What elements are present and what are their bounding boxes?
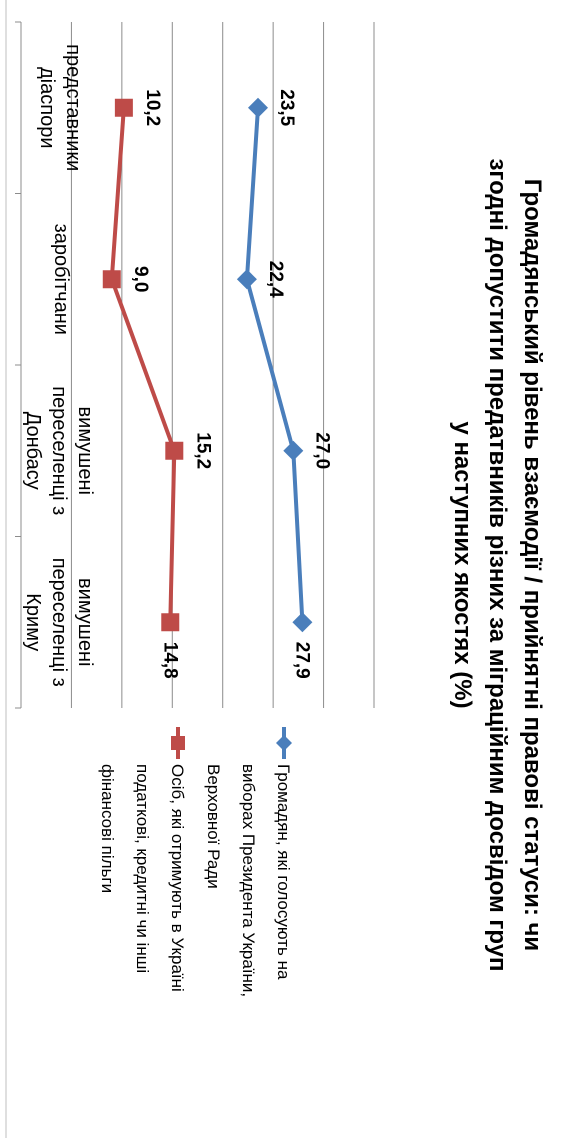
data-label: 10,2 bbox=[142, 89, 163, 126]
series-line bbox=[109, 107, 177, 623]
category-label: представники bbox=[62, 44, 84, 171]
category-label: заробітчани bbox=[50, 224, 72, 335]
category-label: Криму bbox=[22, 593, 44, 651]
data-point-marker bbox=[165, 441, 184, 460]
data-label: 9,0 bbox=[130, 266, 151, 292]
rotated-chart: Громадянський рівень взаємодії / прийнят… bbox=[15, 21, 546, 997]
data-point-marker bbox=[248, 97, 269, 118]
legend-label: Верховної Ради bbox=[204, 764, 223, 889]
legend-label: податкові, кредитні чи інші bbox=[133, 764, 152, 973]
series-group: 23,5 22,4 27,0 27,9 10,2 9,0 15,2 14,8 bbox=[102, 89, 332, 679]
data-label: 27,0 bbox=[311, 432, 332, 469]
legend-marker bbox=[276, 735, 292, 751]
gridlines bbox=[70, 22, 375, 708]
data-point-marker bbox=[236, 269, 257, 290]
chart-title-line: у наступних якостях (%) bbox=[449, 421, 476, 708]
data-point-marker bbox=[102, 270, 121, 289]
legend: Громадян, які голосують на виборах Презид… bbox=[98, 727, 293, 997]
data-point-marker bbox=[161, 613, 180, 632]
legend-label: Громадян, які голосують на bbox=[274, 764, 293, 980]
chart-title: Громадянський рівень взаємодії / прийнят… bbox=[449, 158, 546, 971]
category-label: вимушені bbox=[74, 407, 96, 495]
category-label: вимушені bbox=[74, 578, 96, 666]
data-point-marker bbox=[292, 612, 313, 633]
data-point-marker bbox=[283, 440, 304, 461]
category-label: Донбасу bbox=[22, 412, 44, 490]
data-label: 22,4 bbox=[265, 261, 286, 298]
category-label: діаспори bbox=[36, 67, 58, 148]
data-point-marker bbox=[114, 98, 133, 117]
legend-marker bbox=[171, 736, 185, 750]
data-label: 23,5 bbox=[276, 89, 297, 126]
data-label: 14,8 bbox=[159, 642, 180, 679]
chart-title-line: Громадянський рівень взаємодії / прийнят… bbox=[519, 179, 546, 951]
data-label: 15,2 bbox=[192, 432, 213, 469]
category-axis: представникидіаспоризаробітчанивимушеніп… bbox=[15, 21, 96, 709]
series-line bbox=[244, 107, 305, 623]
category-label: переселенці з bbox=[48, 558, 70, 687]
legend-label: Осіб, які отримують в Україні bbox=[168, 764, 187, 992]
legend-label: фінансові пільги bbox=[98, 764, 117, 893]
data-label: 27,9 bbox=[291, 642, 312, 679]
category-label: переселенці з bbox=[48, 386, 70, 515]
chart-title-line: згодні допустити предатвників різних за … bbox=[484, 158, 511, 971]
legend-label: виборах Президента України, bbox=[239, 764, 258, 997]
